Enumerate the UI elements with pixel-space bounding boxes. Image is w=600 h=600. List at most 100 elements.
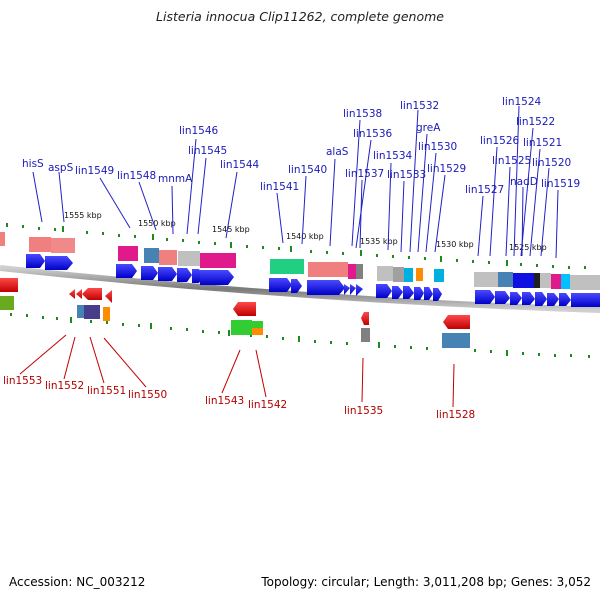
tick-mark bbox=[472, 260, 474, 263]
tick-mark bbox=[536, 264, 538, 267]
tick-mark bbox=[474, 349, 476, 352]
feature-block bbox=[270, 259, 304, 274]
gene-label: lin1549 bbox=[75, 165, 114, 177]
feature-block bbox=[77, 305, 84, 318]
tick-mark bbox=[266, 335, 268, 338]
tick-mark bbox=[554, 354, 556, 357]
top-gene-labels: hisS aspS lin1549 lin1548 mnmA lin1546 l… bbox=[22, 96, 580, 196]
gene-label: lin1540 bbox=[288, 164, 327, 176]
tick-mark bbox=[22, 225, 24, 228]
tick-mark bbox=[298, 336, 300, 342]
feature-block bbox=[0, 232, 5, 246]
tick-mark bbox=[488, 261, 490, 264]
gene-label: lin1522 bbox=[516, 116, 555, 128]
gene-arrow-forward bbox=[356, 284, 363, 296]
gene-arrow-reverse bbox=[82, 288, 102, 300]
gene-arrow-forward bbox=[495, 291, 510, 304]
gene-label: lin1521 bbox=[523, 137, 562, 149]
tick-mark bbox=[290, 246, 292, 252]
tick-mark bbox=[570, 354, 572, 357]
kbp-label: 1540 kbp bbox=[286, 232, 324, 241]
gene-label: aspS bbox=[48, 162, 74, 174]
gene-label: lin1519 bbox=[541, 178, 580, 190]
tick-mark bbox=[506, 350, 508, 356]
tick-mark bbox=[538, 353, 540, 356]
gene-label: nadD bbox=[510, 176, 538, 188]
gene-label: lin1548 bbox=[117, 170, 156, 182]
gene-arrow-reverse bbox=[443, 315, 470, 329]
kbp-label: 1545 kbp bbox=[212, 225, 250, 234]
tick-mark bbox=[70, 317, 72, 323]
gene-label: lin1550 bbox=[128, 389, 167, 401]
gene-arrow-reverse bbox=[233, 302, 256, 316]
tick-mark bbox=[408, 256, 410, 259]
feature-block bbox=[561, 274, 570, 289]
tick-mark bbox=[522, 352, 524, 355]
tick-mark bbox=[506, 260, 508, 266]
tick-mark bbox=[360, 250, 362, 256]
gene-label: lin1536 bbox=[353, 128, 393, 140]
feature-block bbox=[118, 246, 138, 261]
gene-arrow-forward bbox=[26, 254, 45, 268]
genome-summary-text: Topology: circular; Length: 3,011,208 bp… bbox=[261, 575, 591, 589]
tick-mark bbox=[346, 342, 348, 345]
gene-label: lin1520 bbox=[532, 157, 571, 169]
feature-block bbox=[0, 296, 14, 310]
top-leader-lines bbox=[32, 105, 559, 259]
gene-arrow-forward bbox=[200, 270, 234, 285]
tick-mark bbox=[456, 259, 458, 262]
tick-mark bbox=[170, 327, 172, 330]
tick-mark bbox=[10, 313, 12, 316]
tick-mark bbox=[314, 340, 316, 343]
tick-mark bbox=[278, 247, 280, 250]
gene-arrow-forward bbox=[141, 266, 158, 280]
tick-mark bbox=[392, 255, 394, 258]
tick-mark bbox=[26, 314, 28, 317]
feature-block bbox=[361, 328, 370, 342]
gene-arrow-forward bbox=[424, 287, 433, 300]
tick-mark bbox=[376, 254, 378, 257]
kbp-label: 1555 kbp bbox=[64, 211, 102, 220]
feature-block bbox=[231, 320, 252, 335]
tick-mark bbox=[410, 346, 412, 349]
tick-mark bbox=[122, 323, 124, 326]
tick-mark bbox=[520, 263, 522, 266]
tick-mark bbox=[56, 317, 58, 320]
inner-tick-track bbox=[10, 313, 590, 358]
tick-mark bbox=[490, 350, 492, 353]
gene-arrow-forward bbox=[350, 284, 356, 295]
feature-block bbox=[84, 305, 100, 319]
gene-label: lin1528 bbox=[436, 409, 475, 421]
gene-arrow-forward bbox=[392, 286, 403, 299]
feature-block bbox=[377, 266, 393, 281]
bottom-leader-lines bbox=[19, 334, 455, 408]
gene-label: lin1541 bbox=[260, 181, 299, 193]
gene-arrow-forward bbox=[475, 290, 495, 304]
gene-arrow-forward bbox=[522, 292, 535, 305]
gene-arrow-forward bbox=[177, 268, 192, 282]
tick-mark bbox=[424, 257, 426, 260]
tick-mark bbox=[186, 328, 188, 331]
feature-block bbox=[178, 251, 200, 266]
gene-label: lin1530 bbox=[418, 141, 457, 153]
feature-block bbox=[348, 264, 356, 279]
tick-mark bbox=[230, 242, 232, 248]
tick-mark bbox=[246, 245, 248, 248]
tick-mark bbox=[138, 324, 140, 327]
reverse-strand-genes bbox=[0, 278, 470, 329]
tick-mark bbox=[54, 228, 56, 231]
gene-arrow-forward bbox=[344, 284, 350, 295]
gene-arrow-forward bbox=[376, 284, 392, 298]
tick-mark bbox=[86, 231, 88, 234]
gene-arrow-forward bbox=[433, 288, 442, 301]
forward-strand-genes bbox=[26, 254, 600, 307]
gene-label: lin1545 bbox=[188, 145, 227, 157]
tick-mark bbox=[310, 250, 312, 253]
gene-arrow-reverse bbox=[361, 312, 369, 325]
gene-label: lin1538 bbox=[343, 108, 382, 120]
kbp-label: 1535 kbp bbox=[360, 237, 398, 246]
upper-feature-blocks bbox=[0, 232, 600, 290]
tick-mark bbox=[150, 323, 152, 329]
tick-mark bbox=[6, 223, 8, 227]
